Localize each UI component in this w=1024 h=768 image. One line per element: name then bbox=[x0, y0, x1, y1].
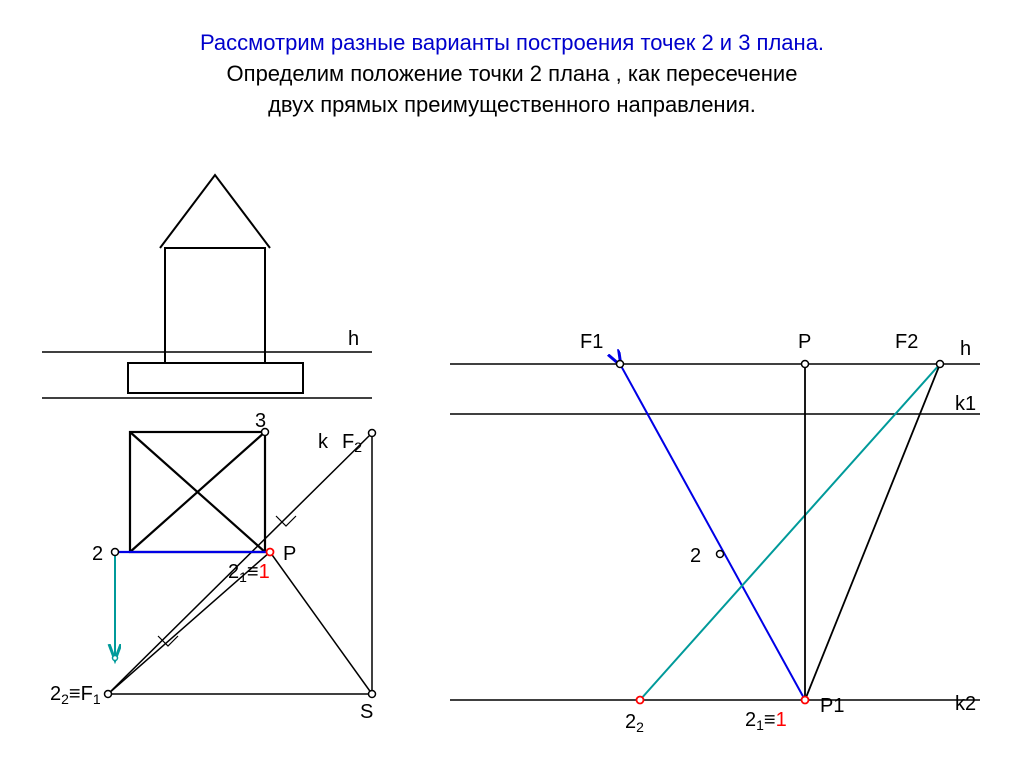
label-22-right: 22 bbox=[625, 711, 644, 735]
pt-teal-end bbox=[113, 656, 118, 661]
right-figure: h k1 k2 F1 P F2 2 22 P1 21≡1 bbox=[450, 331, 980, 735]
label-F1-right: F1 bbox=[580, 331, 603, 353]
pt-P-left bbox=[267, 549, 274, 556]
label-3: 3 bbox=[255, 410, 266, 432]
pt-F2-left bbox=[369, 430, 376, 437]
label-2: 2 bbox=[92, 543, 103, 565]
pt-F2-right bbox=[937, 361, 944, 368]
label-2-right: 2 bbox=[690, 545, 701, 567]
diagram-canvas: h 3 2 P k bbox=[0, 0, 1024, 768]
pt-2-right bbox=[717, 551, 724, 558]
pt-F1-right bbox=[617, 361, 624, 368]
pt-2 bbox=[112, 549, 119, 556]
label-P-right: P bbox=[798, 331, 811, 353]
pt-P1-right bbox=[802, 697, 809, 704]
label-S: S bbox=[360, 701, 373, 723]
pt-22-right bbox=[637, 697, 644, 704]
label-22eqF1: 22≡F1 bbox=[50, 683, 101, 707]
tower-body bbox=[165, 248, 265, 363]
left-figure: h 3 2 P k bbox=[42, 175, 376, 723]
blue-arrowhead-segment bbox=[695, 500, 760, 618]
label-h-left: h bbox=[348, 328, 359, 350]
pt-F1-left bbox=[105, 691, 112, 698]
pt-P-right bbox=[802, 361, 809, 368]
pedestal bbox=[128, 363, 303, 393]
label-21eq1-right: 21≡1 bbox=[745, 709, 787, 733]
k-line bbox=[108, 433, 372, 694]
teal-arrowhead-segment bbox=[670, 593, 735, 666]
label-P-left: P bbox=[283, 543, 296, 565]
tower-roof bbox=[160, 175, 270, 248]
black-arrowhead-segment bbox=[850, 464, 900, 588]
label-P1-right: P1 bbox=[820, 695, 844, 717]
label-k2: k2 bbox=[955, 693, 976, 715]
label-k: k bbox=[318, 431, 329, 453]
label-k1: k1 bbox=[955, 393, 976, 415]
label-F2-left: F2 bbox=[342, 431, 362, 455]
label-h-right: h bbox=[960, 338, 971, 360]
label-21eq1-left: 21≡1 bbox=[228, 561, 270, 585]
diag-P-S bbox=[270, 552, 372, 694]
pt-S bbox=[369, 691, 376, 698]
label-F2-right: F2 bbox=[895, 331, 918, 353]
